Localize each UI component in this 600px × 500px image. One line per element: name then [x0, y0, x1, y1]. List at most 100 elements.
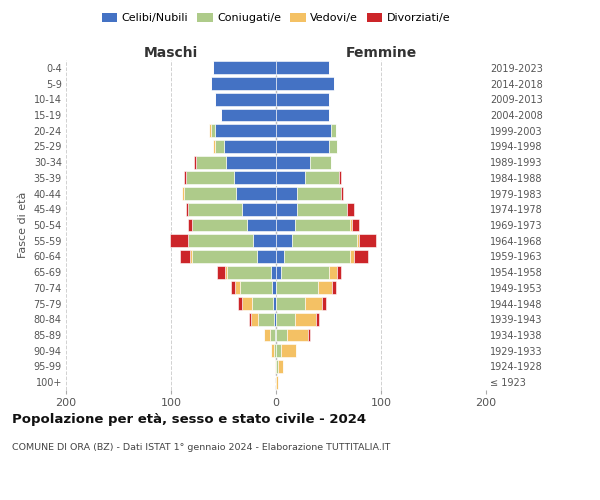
- Bar: [295, 313, 316, 326]
- Bar: [287, 328, 308, 342]
- Bar: [211, 124, 215, 137]
- Bar: [276, 172, 305, 184]
- Bar: [297, 203, 347, 215]
- Bar: [234, 172, 276, 184]
- Bar: [215, 140, 223, 153]
- Text: Maschi: Maschi: [144, 46, 198, 60]
- Bar: [284, 250, 349, 263]
- Bar: [331, 124, 336, 137]
- Bar: [238, 297, 242, 310]
- Bar: [236, 187, 276, 200]
- Bar: [354, 250, 368, 263]
- Bar: [276, 376, 278, 388]
- Bar: [275, 328, 276, 342]
- Bar: [318, 282, 332, 294]
- Text: COMUNE DI ORA (BZ) - Dati ISTAT 1° gennaio 2024 - Elaborazione TUTTITALIA.IT: COMUNE DI ORA (BZ) - Dati ISTAT 1° genna…: [12, 442, 391, 452]
- Bar: [332, 282, 336, 294]
- Bar: [276, 124, 331, 137]
- Bar: [235, 282, 240, 294]
- Bar: [231, 282, 235, 294]
- Bar: [341, 187, 343, 200]
- Bar: [292, 234, 357, 247]
- Bar: [257, 250, 276, 263]
- Bar: [339, 172, 341, 184]
- Bar: [310, 156, 331, 168]
- Bar: [190, 250, 192, 263]
- Bar: [276, 140, 329, 153]
- Bar: [273, 297, 276, 310]
- Bar: [181, 250, 190, 263]
- Bar: [226, 156, 276, 168]
- Bar: [186, 203, 188, 215]
- Bar: [276, 77, 334, 90]
- Bar: [188, 218, 192, 232]
- Bar: [276, 250, 284, 263]
- Bar: [213, 62, 276, 74]
- Bar: [184, 172, 186, 184]
- Bar: [359, 234, 376, 247]
- Bar: [329, 266, 337, 278]
- Bar: [213, 140, 215, 153]
- Bar: [276, 266, 281, 278]
- Bar: [215, 93, 276, 106]
- Bar: [276, 297, 305, 310]
- Bar: [186, 172, 234, 184]
- Bar: [221, 108, 276, 122]
- Bar: [316, 313, 319, 326]
- Bar: [276, 313, 295, 326]
- Bar: [349, 250, 354, 263]
- Text: Popolazione per età, sesso e stato civile - 2024: Popolazione per età, sesso e stato civil…: [12, 412, 366, 426]
- Bar: [276, 108, 329, 122]
- Bar: [276, 62, 329, 74]
- Bar: [271, 266, 276, 278]
- Bar: [276, 344, 281, 357]
- Bar: [240, 282, 272, 294]
- Bar: [188, 234, 253, 247]
- Bar: [224, 266, 227, 278]
- Bar: [276, 328, 287, 342]
- Bar: [217, 266, 224, 278]
- Bar: [249, 313, 251, 326]
- Bar: [337, 266, 341, 278]
- Bar: [253, 234, 276, 247]
- Bar: [265, 328, 270, 342]
- Bar: [347, 203, 354, 215]
- Bar: [305, 297, 322, 310]
- Bar: [274, 313, 276, 326]
- Legend: Celibi/Nubili, Coniugati/e, Vedovi/e, Divorziati/e: Celibi/Nubili, Coniugati/e, Vedovi/e, Di…: [97, 8, 455, 28]
- Bar: [295, 218, 349, 232]
- Bar: [215, 124, 276, 137]
- Bar: [276, 187, 297, 200]
- Bar: [272, 282, 276, 294]
- Bar: [170, 234, 188, 247]
- Bar: [276, 360, 278, 373]
- Bar: [247, 218, 276, 232]
- Bar: [281, 344, 296, 357]
- Bar: [278, 360, 283, 373]
- Bar: [297, 187, 341, 200]
- Bar: [242, 203, 276, 215]
- Bar: [252, 297, 273, 310]
- Bar: [308, 328, 310, 342]
- Bar: [251, 313, 258, 326]
- Bar: [276, 93, 329, 106]
- Bar: [276, 218, 295, 232]
- Bar: [227, 266, 271, 278]
- Bar: [322, 297, 326, 310]
- Bar: [194, 156, 196, 168]
- Y-axis label: Fasce di età: Fasce di età: [18, 192, 28, 258]
- Text: Femmine: Femmine: [346, 46, 416, 60]
- Bar: [305, 172, 339, 184]
- Bar: [242, 297, 252, 310]
- Bar: [258, 313, 274, 326]
- Bar: [211, 77, 276, 90]
- Bar: [209, 124, 211, 137]
- Bar: [270, 328, 275, 342]
- Bar: [274, 344, 276, 357]
- Bar: [182, 187, 184, 200]
- Bar: [184, 187, 236, 200]
- Bar: [276, 282, 318, 294]
- Bar: [349, 218, 352, 232]
- Bar: [329, 140, 337, 153]
- Bar: [192, 218, 247, 232]
